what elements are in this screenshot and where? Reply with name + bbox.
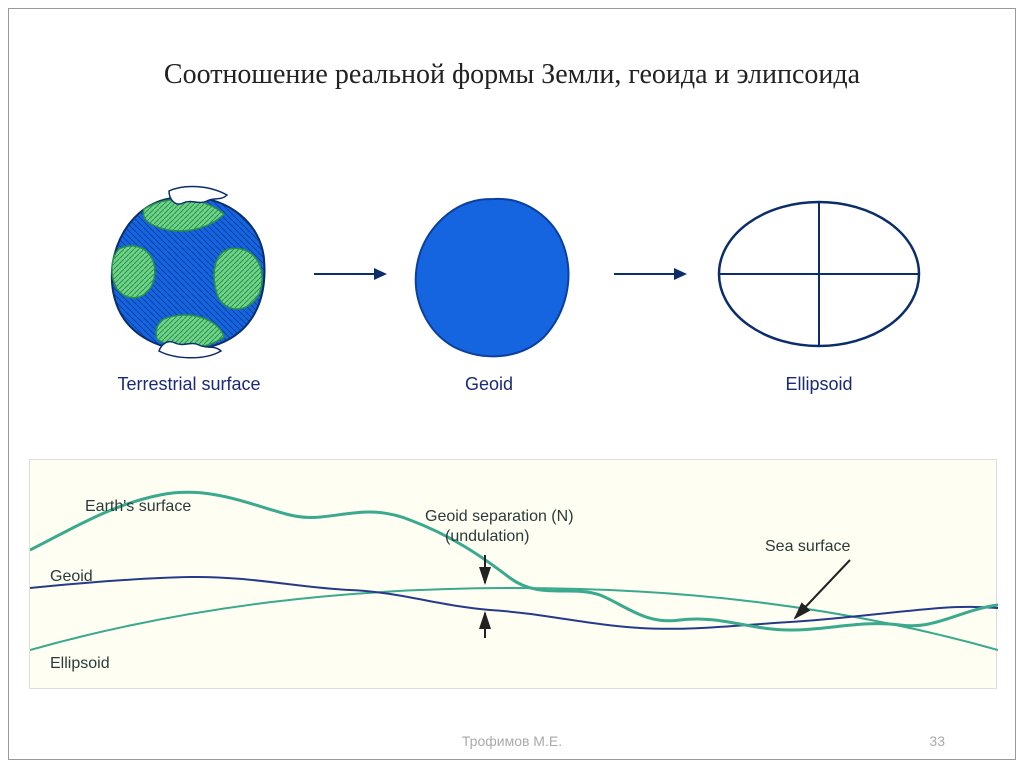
footer-author: Трофимов М.Е. bbox=[9, 733, 1015, 749]
slide-title: Соотношение реальной формы Земли, геоида… bbox=[9, 59, 1015, 91]
geoid-shape bbox=[399, 187, 589, 367]
label-separation-1: Geoid separation (N) bbox=[425, 508, 574, 526]
geoid-line bbox=[30, 577, 998, 629]
label-ellipsoid: Ellipsoid bbox=[50, 655, 110, 673]
label-earths-surface: Earth's surface bbox=[85, 498, 191, 516]
arrow-1 bbox=[309, 264, 389, 284]
footer-page: 33 bbox=[929, 733, 945, 749]
terrestrial-shape bbox=[89, 179, 289, 369]
label-separation-2: (undulation) bbox=[445, 528, 530, 546]
cross-section-panel: Earth's surface Geoid Ellipsoid Geoid se… bbox=[29, 459, 997, 689]
top-row: Terrestrial surface Geoid Ellipsoid bbox=[89, 179, 935, 399]
label-sea-surface: Sea surface bbox=[765, 538, 850, 556]
cross-section-svg bbox=[30, 460, 998, 690]
ellipsoid-line bbox=[30, 588, 998, 650]
arrow-2 bbox=[609, 264, 689, 284]
terrestrial-label: Terrestrial surface bbox=[79, 374, 299, 395]
geoid-label: Geoid bbox=[429, 374, 549, 395]
sea-surface-arrow bbox=[795, 560, 850, 618]
ellipsoid-shape bbox=[709, 189, 929, 359]
ellipsoid-label: Ellipsoid bbox=[749, 374, 889, 395]
slide-frame: Соотношение реальной формы Земли, геоида… bbox=[8, 8, 1016, 760]
label-geoid: Geoid bbox=[50, 568, 93, 586]
